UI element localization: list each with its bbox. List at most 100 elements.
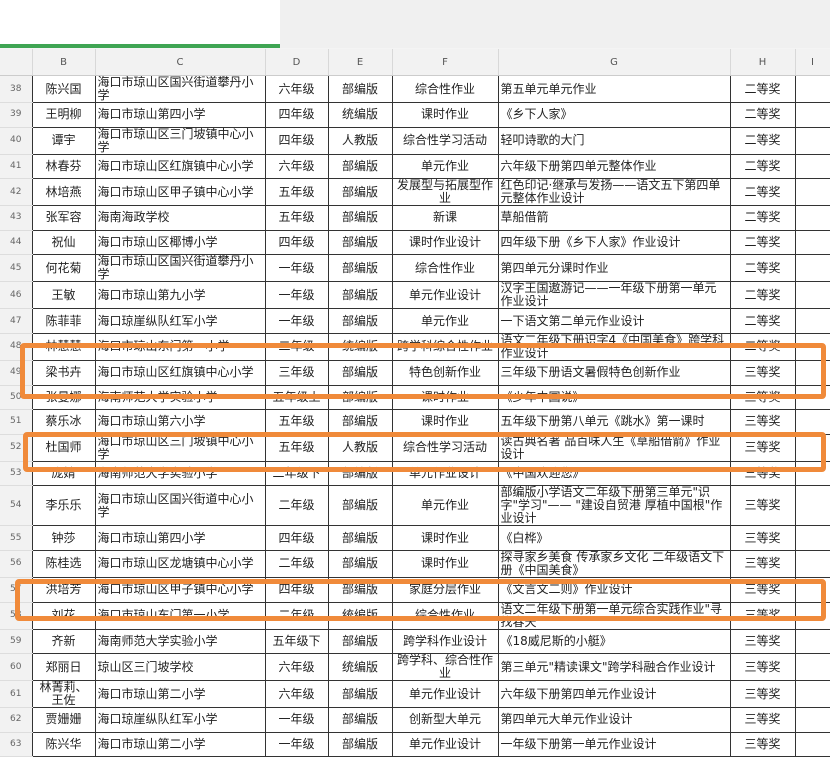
cell-empty[interactable] <box>794 460 830 487</box>
cell-type[interactable]: 跨学科综合性作业 <box>391 332 499 361</box>
cell-award[interactable]: 二等奖 <box>729 126 796 155</box>
cell-grade[interactable]: 二年级 <box>264 601 329 630</box>
cell-edition[interactable]: 部编版 <box>327 178 393 207</box>
cell-award[interactable]: 三等奖 <box>729 460 796 487</box>
cell-edition[interactable]: 部编版 <box>327 281 393 310</box>
cell-type[interactable]: 单元作业设计 <box>391 460 499 487</box>
cell-type[interactable]: 发展型与拓展型作业 <box>391 178 499 207</box>
row-number[interactable]: 44 <box>0 230 32 256</box>
cell-grade[interactable]: 一年级 <box>264 281 329 310</box>
column-header-h[interactable]: H <box>730 49 796 76</box>
cell-empty[interactable] <box>794 433 830 462</box>
cell-edition[interactable]: 统编版 <box>327 102 393 128</box>
cell-edition[interactable]: 部编版 <box>327 384 393 411</box>
cell-grade[interactable]: 四年级 <box>264 576 329 603</box>
cell-empty[interactable] <box>794 653 830 682</box>
cell-empty[interactable] <box>794 731 830 757</box>
cell-school[interactable]: 海口市琼山东门第一小学 <box>94 332 266 361</box>
cell-title[interactable]: 一年级下册第一单元作业设计 <box>497 731 731 757</box>
cell-award[interactable]: 三等奖 <box>729 576 796 603</box>
cell-school[interactable]: 海口市琼山第九小学 <box>94 281 266 310</box>
column-header-b[interactable]: B <box>32 49 96 76</box>
cell-school[interactable]: 海南海政学校 <box>94 205 266 231</box>
cell-grade[interactable]: 四年级 <box>264 126 329 155</box>
column-header-g[interactable]: G <box>498 49 731 76</box>
cell-school[interactable]: 海口市琼山区三门坡镇中心小学 <box>94 433 266 462</box>
cell-title[interactable]: 《中国欢迎您》 <box>497 460 731 487</box>
cell-title[interactable]: 六年级下册第四单元整体作业 <box>497 153 731 180</box>
cell-type[interactable]: 综合性学习活动 <box>391 126 499 155</box>
row-number[interactable]: 45 <box>0 254 32 283</box>
cell-name[interactable]: 庞婧 <box>31 460 96 487</box>
cell-edition[interactable]: 部编版 <box>327 680 393 709</box>
cell-award[interactable]: 三等奖 <box>729 601 796 630</box>
cell-grade[interactable]: 一年级 <box>264 254 329 283</box>
cell-grade[interactable]: 四年级 <box>264 229 329 256</box>
cell-edition[interactable]: 部编版 <box>327 731 393 757</box>
cell-edition[interactable]: 部编版 <box>327 308 393 334</box>
cell-award[interactable]: 三等奖 <box>729 628 796 655</box>
row-number[interactable]: 59 <box>0 629 32 655</box>
cell-type[interactable]: 课时作业设计 <box>391 229 499 256</box>
cell-name[interactable]: 齐新 <box>31 628 96 655</box>
cell-grade[interactable]: 五年级 <box>264 433 329 462</box>
cell-title[interactable]: 《少年中国说》 <box>497 384 731 411</box>
cell-school[interactable]: 海南师范大学实验小学 <box>94 628 266 655</box>
cell-grade[interactable]: 五年级上 <box>264 384 329 411</box>
cell-type[interactable]: 新课 <box>391 205 499 231</box>
cell-grade[interactable]: 五年级下 <box>264 628 329 655</box>
cell-name[interactable]: 郑丽日 <box>31 653 96 682</box>
cell-name[interactable]: 陈兴华 <box>31 731 96 757</box>
cell-award[interactable]: 三等奖 <box>729 653 796 682</box>
cell-empty[interactable] <box>794 525 830 551</box>
cell-title[interactable]: 《文言文二则》作业设计 <box>497 576 731 603</box>
row-number[interactable]: 58 <box>0 602 32 630</box>
cell-empty[interactable] <box>794 308 830 334</box>
cell-title[interactable]: 读古典名著 品百味人生《草船借箭》作业设计 <box>497 433 731 462</box>
cell-award[interactable]: 二等奖 <box>729 332 796 361</box>
cell-award[interactable]: 二等奖 <box>729 178 796 207</box>
cell-title[interactable]: 《18威尼斯的小艇》 <box>497 628 731 655</box>
cell-edition[interactable]: 部编版 <box>327 409 393 435</box>
cell-grade[interactable]: 二年级 <box>264 549 329 578</box>
cell-school[interactable]: 海口市琼山区国兴街道攀丹小学 <box>94 75 266 103</box>
cell-school[interactable]: 海口市琼山第四小学 <box>94 525 266 551</box>
cell-title[interactable]: 草船借箭 <box>497 205 731 231</box>
cell-edition[interactable]: 部编版 <box>327 485 393 527</box>
cell-empty[interactable] <box>794 601 830 630</box>
cell-title[interactable]: 语文二年级下册第一单元综合实践作业"寻找春天" <box>497 601 731 630</box>
cell-title[interactable]: 六年级下册第四单元作业设计 <box>497 680 731 709</box>
cell-grade[interactable]: 一年级 <box>264 308 329 334</box>
cell-edition[interactable]: 部编版 <box>327 628 393 655</box>
cell-title[interactable]: 五年级下册第八单元《跳水》第一课时 <box>497 409 731 435</box>
cell-type[interactable]: 单元作业设计 <box>391 680 499 709</box>
column-header-f[interactable]: F <box>392 49 499 76</box>
column-header-c[interactable]: C <box>95 49 266 76</box>
cell-name[interactable]: 陈桂选 <box>31 549 96 578</box>
cell-name[interactable]: 张曼娜 <box>31 384 96 411</box>
cell-school[interactable]: 海口市琼山区甲子镇中心小学 <box>94 576 266 603</box>
cell-empty[interactable] <box>794 485 830 527</box>
cell-type[interactable]: 家庭分层作业 <box>391 576 499 603</box>
cell-award[interactable]: 三等奖 <box>729 485 796 527</box>
cell-empty[interactable] <box>794 229 830 256</box>
cell-empty[interactable] <box>794 384 830 411</box>
cell-empty[interactable] <box>794 680 830 709</box>
row-number[interactable]: 48 <box>0 333 32 361</box>
cell-award[interactable]: 三等奖 <box>729 549 796 578</box>
cell-school[interactable]: 海口市琼山区椰博小学 <box>94 229 266 256</box>
column-header-i[interactable]: I <box>795 49 830 76</box>
cell-school[interactable]: 海口市琼山区红旗镇中心小学 <box>94 359 266 386</box>
cell-school[interactable]: 海南师范大学实验小学 <box>94 384 266 411</box>
cell-type[interactable]: 单元作业 <box>391 308 499 334</box>
cell-name[interactable]: 李乐乐 <box>31 485 96 527</box>
row-number[interactable]: 52 <box>0 434 32 462</box>
cell-edition[interactable]: 部编版 <box>327 75 393 103</box>
cell-type[interactable]: 综合性作业 <box>391 75 499 103</box>
cell-type[interactable]: 跨学科、综合性作业 <box>391 653 499 682</box>
row-number[interactable]: 57 <box>0 577 32 603</box>
cell-type[interactable]: 课时作业 <box>391 525 499 551</box>
cell-type[interactable]: 综合性学习活动 <box>391 433 499 462</box>
cell-award[interactable]: 三等奖 <box>729 680 796 709</box>
column-header-d[interactable]: D <box>265 49 329 76</box>
